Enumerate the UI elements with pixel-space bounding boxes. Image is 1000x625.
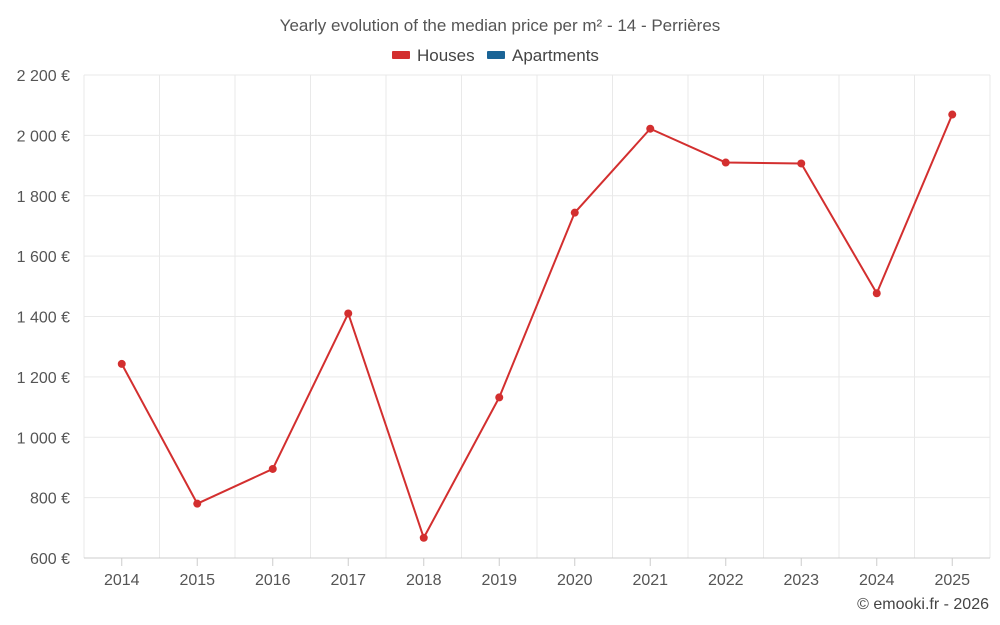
data-point-houses bbox=[948, 110, 957, 119]
x-tick-label: 2023 bbox=[783, 572, 819, 589]
x-tick-label: 2020 bbox=[557, 572, 593, 589]
legend-swatch-houses bbox=[392, 51, 410, 59]
legend-label-houses: Houses bbox=[417, 46, 475, 65]
data-point-houses bbox=[193, 499, 202, 508]
data-point-houses bbox=[872, 289, 881, 298]
x-tick-label: 2014 bbox=[104, 572, 140, 589]
data-point-houses bbox=[646, 124, 655, 133]
y-tick-label: 1 800 € bbox=[17, 189, 70, 206]
grid bbox=[83, 74, 991, 558]
x-tick-label: 2016 bbox=[255, 572, 291, 589]
x-tick-label: 2021 bbox=[632, 572, 668, 589]
y-tick-label: 600 € bbox=[30, 551, 70, 568]
data-point-houses bbox=[495, 393, 504, 402]
series bbox=[117, 110, 957, 542]
data-point-houses bbox=[797, 159, 806, 168]
data-point-houses bbox=[721, 158, 730, 167]
x-tick-label: 2015 bbox=[179, 572, 215, 589]
axes: 600 € 800 € 1 000 € 1 200 € 1 400 € 1 600 € 1 … bbox=[17, 68, 990, 589]
data-point-houses bbox=[268, 464, 277, 473]
data-point-houses bbox=[419, 533, 428, 542]
data-point-houses bbox=[570, 208, 579, 217]
y-tick-label: 1 000 € bbox=[17, 430, 70, 447]
x-tick-label: 2024 bbox=[859, 572, 895, 589]
chart-title: Yearly evolution of the median price per… bbox=[280, 16, 721, 35]
y-tick-label: 800 € bbox=[30, 491, 70, 508]
legend-label-apartments: Apartments bbox=[512, 46, 599, 65]
x-tick-label: 2022 bbox=[708, 572, 744, 589]
y-tick-label: 1 200 € bbox=[17, 370, 70, 387]
x-tick-label: 2017 bbox=[330, 572, 366, 589]
legend-swatch-apartments bbox=[487, 51, 505, 59]
series-line-houses bbox=[120, 114, 954, 539]
x-tick-label: 2019 bbox=[481, 572, 517, 589]
y-tick-label: 1 600 € bbox=[17, 249, 70, 266]
legend-item-houses[interactable]: Houses bbox=[392, 46, 475, 65]
credit-text: © emooki.fr - 2026 bbox=[857, 596, 989, 613]
legend: Houses Apartments bbox=[392, 46, 599, 65]
x-tick-label: 2018 bbox=[406, 572, 442, 589]
x-tick-label: 2025 bbox=[934, 572, 970, 589]
data-point-houses bbox=[344, 309, 353, 318]
y-tick-label: 1 400 € bbox=[17, 310, 70, 327]
legend-item-apartments[interactable]: Apartments bbox=[487, 46, 599, 65]
y-tick-label: 2 200 € bbox=[17, 68, 70, 85]
data-point-houses bbox=[117, 359, 126, 368]
y-tick-label: 2 000 € bbox=[17, 128, 70, 145]
